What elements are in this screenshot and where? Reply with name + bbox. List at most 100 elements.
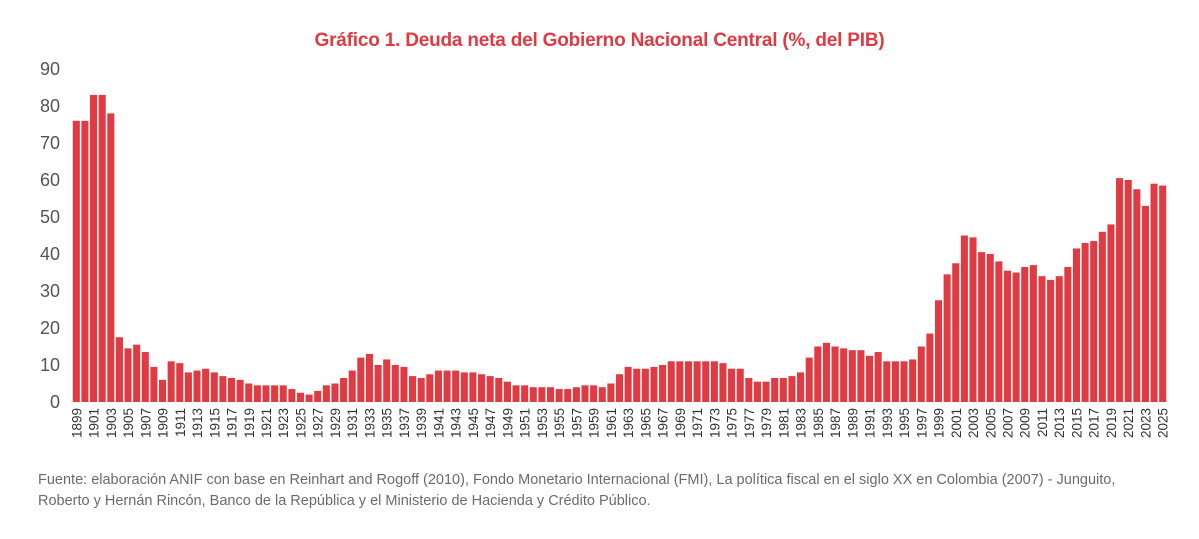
- y-tick-label: 70: [40, 133, 60, 153]
- x-tick-label: 1919: [242, 408, 257, 438]
- bar-1974: [719, 363, 727, 402]
- bar-2024: [1150, 183, 1158, 402]
- bar-1919: [245, 383, 253, 402]
- bar-1987: [831, 346, 839, 402]
- bar-chart: 0 10 20 30 40 50 60 70 80 90 1899 1901 1903 1905 1907…: [40, 59, 1171, 438]
- x-tick-label: 2011: [1035, 408, 1050, 437]
- bar-1976: [736, 368, 744, 402]
- bar-1903: [107, 113, 115, 403]
- bar-1953: [538, 387, 546, 402]
- bar-1977: [745, 377, 753, 402]
- x-tick-label: 2019: [1104, 408, 1119, 438]
- bar-1968: [667, 361, 675, 402]
- bar-1939: [417, 377, 425, 402]
- bar-2023: [1141, 205, 1149, 402]
- bar-1928: [322, 385, 330, 402]
- bar-1925: [296, 392, 305, 402]
- y-tick-label: 20: [40, 318, 60, 338]
- bar-2008: [1012, 272, 1020, 402]
- y-axis: 0 10 20 30 40 50 60 70 80 90: [40, 59, 60, 412]
- bar-2021: [1124, 180, 1132, 402]
- y-tick-label: 30: [40, 281, 60, 301]
- x-tick-label: 1937: [397, 408, 412, 438]
- x-tick-label: 1931: [345, 408, 360, 438]
- bar-1990: [857, 350, 865, 402]
- bar-1909: [159, 379, 167, 402]
- bar-1913: [193, 370, 201, 402]
- bar-2009: [1021, 266, 1029, 402]
- bar-1904: [115, 337, 123, 402]
- x-tick-label: 1957: [569, 408, 584, 438]
- bar-1936: [391, 365, 399, 402]
- x-tick-label: 1933: [362, 408, 377, 438]
- bar-2016: [1081, 242, 1089, 402]
- y-tick-label: 90: [40, 59, 60, 79]
- x-tick-label: 1961: [604, 408, 619, 438]
- x-tick-label: 1905: [121, 408, 136, 438]
- bar-1900: [81, 120, 89, 403]
- bar-1933: [365, 353, 373, 402]
- x-tick-label: 1989: [845, 408, 860, 438]
- bar-1924: [288, 389, 296, 402]
- bar-1923: [279, 385, 287, 402]
- y-tick-label: 50: [40, 207, 60, 227]
- x-tick-label: 1947: [483, 408, 498, 438]
- bar-2001: [952, 263, 960, 402]
- bar-1983: [797, 372, 805, 402]
- x-tick-label: 1973: [707, 408, 722, 438]
- bar-1982: [788, 376, 796, 402]
- bar-1927: [314, 390, 322, 402]
- bar-1946: [478, 374, 486, 402]
- y-tick-label: 0: [50, 392, 60, 412]
- bar-2020: [1116, 178, 1124, 402]
- chart-title: Gráfico 1. Deuda neta del Gobierno Nacio…: [314, 30, 885, 51]
- bar-1921: [262, 385, 270, 402]
- x-tick-label: 1953: [535, 408, 550, 438]
- bar-1992: [874, 352, 882, 402]
- x-tick-label: 1991: [863, 408, 878, 438]
- bar-1965: [641, 368, 649, 402]
- bar-1989: [848, 350, 856, 402]
- x-tick-label: 1911: [173, 408, 188, 437]
- x-tick-label: 1999: [932, 408, 947, 438]
- bar-1907: [141, 352, 149, 402]
- bar-1967: [659, 365, 667, 402]
- bar-1986: [822, 342, 830, 402]
- x-tick-label: 2025: [1156, 408, 1171, 438]
- bar-1991: [866, 355, 874, 402]
- y-tick-label: 40: [40, 244, 60, 264]
- y-tick-label: 60: [40, 170, 60, 190]
- bar-1917: [227, 377, 236, 402]
- bar-1954: [546, 387, 555, 402]
- bar-2018: [1098, 231, 1106, 402]
- x-tick-label: 1915: [207, 408, 222, 438]
- x-tick-label: 2001: [949, 408, 964, 438]
- bar-1995: [900, 361, 908, 402]
- bar-2002: [960, 235, 968, 402]
- bar-2003: [969, 237, 977, 402]
- x-tick-label: 2015: [1069, 408, 1084, 438]
- bar-1957: [572, 387, 580, 402]
- bar-2014: [1064, 266, 1072, 402]
- x-tick-label: 1951: [518, 408, 533, 438]
- bar-series: [72, 94, 1167, 403]
- y-tick-label: 10: [40, 355, 60, 375]
- x-tick-label: 1993: [880, 408, 895, 438]
- bar-1948: [495, 377, 503, 402]
- bar-2015: [1072, 248, 1080, 402]
- x-tick-label: 1929: [328, 408, 343, 438]
- x-tick-label: 1985: [811, 408, 826, 438]
- x-tick-label: 2013: [1052, 408, 1067, 438]
- bar-2010: [1029, 265, 1037, 402]
- bar-1941: [434, 370, 442, 402]
- bar-1981: [779, 377, 787, 402]
- bar-1902: [98, 94, 106, 403]
- bar-2000: [943, 274, 951, 402]
- bar-1912: [184, 372, 192, 402]
- bar-2017: [1090, 241, 1098, 402]
- bar-2005: [986, 254, 994, 402]
- bar-1908: [150, 366, 158, 402]
- bar-1949: [503, 381, 511, 402]
- x-tick-label: 1971: [690, 408, 705, 438]
- source-note: Fuente: elaboración ANIF con base en Rei…: [38, 472, 1116, 509]
